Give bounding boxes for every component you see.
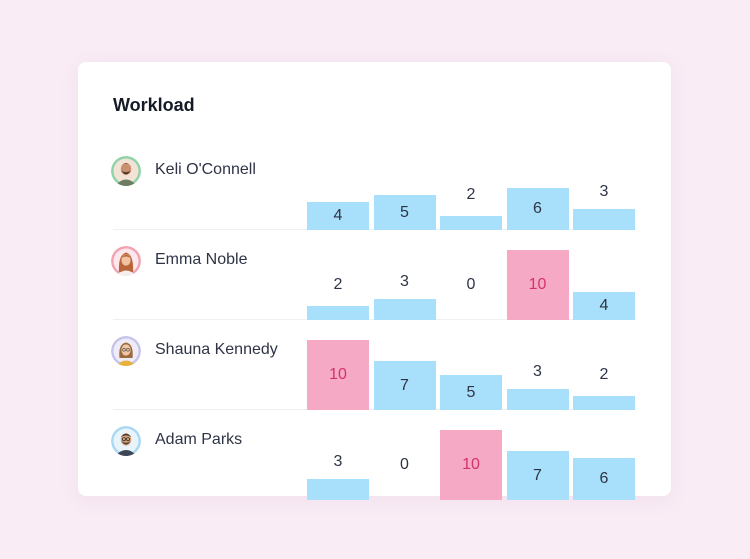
workload-value-label: 4: [333, 207, 343, 224]
workload-value-label: 0: [400, 456, 409, 473]
workload-value-label: 6: [599, 470, 609, 487]
workload-bar[interactable]: [440, 375, 502, 410]
person-name: Emma Noble: [155, 251, 248, 268]
workload-bar[interactable]: [573, 458, 635, 500]
workload-bar[interactable]: [573, 209, 635, 230]
workload-bar[interactable]: [506, 389, 569, 410]
workload-bar[interactable]: [373, 299, 436, 320]
person-name: Adam Parks: [155, 431, 243, 448]
workload-value-label: 7: [533, 466, 542, 484]
workload-bar[interactable]: [573, 292, 635, 320]
workload-bar[interactable]: [440, 430, 502, 500]
workload-value-label: 2: [466, 186, 476, 203]
person-row: Shauna Kennedy 10 7 5 3 2: [78, 320, 671, 410]
workload-bar[interactable]: [506, 451, 569, 500]
workload-value-label: 10: [462, 456, 480, 473]
workload-bar[interactable]: [573, 396, 635, 410]
person-row: Keli O'Connell 4 5 2 6 3: [78, 140, 671, 230]
workload-value-label: 6: [533, 200, 542, 217]
workload-value-label: 5: [466, 383, 476, 401]
workload-value-label: 10: [329, 366, 347, 383]
workload-value-label: 5: [400, 203, 409, 221]
workload-value-label: 2: [333, 276, 343, 293]
workload-card: Workload Keli O'Connell 4 5 2 6 3: [78, 62, 671, 500]
workload-value-label: 2: [599, 366, 609, 383]
workload-value-label: 10: [528, 276, 547, 293]
workload-bar[interactable]: [307, 340, 369, 410]
person-name: Keli O'Connell: [155, 161, 256, 178]
workload-value-label: 3: [333, 453, 343, 470]
card-title: Workload: [113, 95, 195, 115]
person-row: Adam Parks 3 0 10 7 6: [78, 410, 671, 500]
workload-value-label: 7: [400, 376, 409, 394]
workload-value-label: 3: [599, 183, 609, 200]
workload-value-label: 3: [400, 273, 409, 290]
workload-value-label: 0: [466, 276, 476, 293]
workload-bar[interactable]: [307, 306, 369, 320]
workload-bar[interactable]: [506, 188, 569, 230]
avatar[interactable]: [111, 426, 141, 456]
avatar[interactable]: [111, 336, 141, 366]
person-name: Shauna Kennedy: [155, 341, 278, 358]
workload-bar[interactable]: [307, 479, 369, 500]
workload-bar[interactable]: [373, 361, 436, 410]
avatar[interactable]: [111, 246, 141, 276]
workload-value-label: 4: [599, 297, 609, 314]
workload-bar[interactable]: [506, 250, 569, 320]
workload-value-label: 3: [533, 363, 542, 380]
workload-bar[interactable]: [373, 195, 436, 230]
workload-bar[interactable]: [307, 202, 369, 230]
workload-bar[interactable]: [440, 216, 502, 230]
person-row: Emma Noble 2 3 0 10 4: [78, 230, 671, 320]
avatar[interactable]: [111, 156, 141, 186]
